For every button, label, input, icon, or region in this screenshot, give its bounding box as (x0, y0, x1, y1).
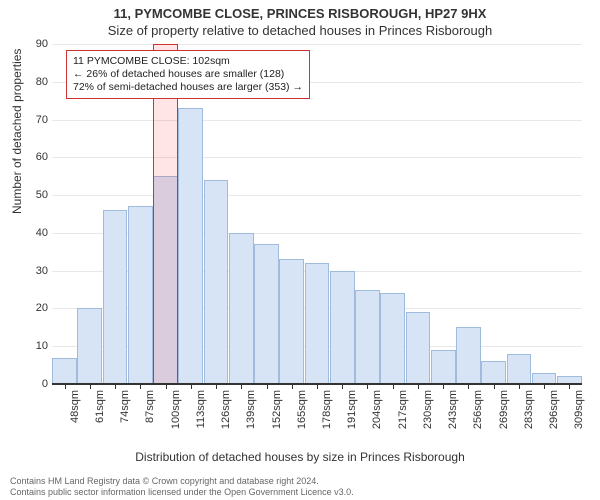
x-axis-label: Distribution of detached houses by size … (0, 450, 600, 464)
xtick-label: 217sqm (397, 390, 409, 429)
footer-line-1: Contains HM Land Registry data © Crown c… (10, 476, 600, 487)
ytick-label: 20 (4, 302, 48, 314)
xtick (241, 384, 242, 389)
bar (481, 361, 506, 384)
xtick (166, 384, 167, 389)
ytick-label: 50 (4, 189, 48, 201)
xtick-label: 152sqm (271, 390, 283, 429)
xtick (267, 384, 268, 389)
page-subtitle: Size of property relative to detached ho… (0, 21, 600, 38)
bar (128, 206, 153, 384)
xtick (317, 384, 318, 389)
annotation-line-1: 11 PYMCOMBE CLOSE: 102sqm (73, 55, 303, 68)
xtick-label: 48sqm (69, 390, 81, 423)
xtick (393, 384, 394, 389)
ytick-label: 40 (4, 227, 48, 239)
xtick-label: 126sqm (220, 390, 232, 429)
xtick (519, 384, 520, 389)
xtick-label: 243sqm (447, 390, 459, 429)
bar (52, 358, 77, 384)
xtick (443, 384, 444, 389)
ytick-label: 90 (4, 38, 48, 50)
xtick-label: 165sqm (296, 390, 308, 429)
xtick-label: 74sqm (119, 390, 131, 423)
ytick-label: 70 (4, 114, 48, 126)
xtick-label: 256sqm (472, 390, 484, 429)
xtick (216, 384, 217, 389)
footer-text: Contains HM Land Registry data © Crown c… (0, 476, 600, 499)
bar (406, 312, 431, 384)
xtick (90, 384, 91, 389)
xtick-label: 87sqm (144, 390, 156, 423)
xtick (292, 384, 293, 389)
bar (431, 350, 456, 384)
annotation-line-2: ← 26% of detached houses are smaller (12… (73, 68, 303, 81)
xtick-label: 113sqm (195, 390, 207, 428)
ytick-label: 0 (4, 378, 48, 390)
xtick (494, 384, 495, 389)
bar (305, 263, 330, 384)
bar (507, 354, 532, 384)
xtick-label: 309sqm (573, 390, 585, 429)
xtick (342, 384, 343, 389)
xtick-label: 191sqm (346, 390, 358, 429)
xtick (115, 384, 116, 389)
xtick-label: 296sqm (548, 390, 560, 429)
ytick-label: 30 (4, 265, 48, 277)
xtick (569, 384, 570, 389)
ytick-label: 60 (4, 151, 48, 163)
xtick (140, 384, 141, 389)
bar (380, 293, 405, 384)
bar (204, 180, 229, 384)
annotation-box: 11 PYMCOMBE CLOSE: 102sqm ← 26% of detac… (66, 50, 310, 99)
xtick-label: 269sqm (498, 390, 510, 429)
xtick-label: 230sqm (422, 390, 434, 429)
bar (355, 290, 380, 384)
bar (178, 108, 203, 384)
xtick-label: 204sqm (371, 390, 383, 429)
chart-plot-area: 48sqm61sqm74sqm87sqm100sqm113sqm126sqm13… (52, 44, 582, 384)
xtick-label: 61sqm (94, 390, 106, 423)
bar (103, 210, 128, 384)
page-title: 11, PYMCOMBE CLOSE, PRINCES RISBOROUGH, … (0, 0, 600, 21)
ytick-label: 10 (4, 340, 48, 352)
xtick (418, 384, 419, 389)
xtick (468, 384, 469, 389)
xtick-label: 178sqm (321, 390, 333, 429)
xtick (191, 384, 192, 389)
bar (330, 271, 355, 384)
footer-line-2: Contains public sector information licen… (10, 487, 600, 498)
xtick-label: 283sqm (523, 390, 535, 429)
xtick (544, 384, 545, 389)
x-axis: 48sqm61sqm74sqm87sqm100sqm113sqm126sqm13… (52, 383, 582, 384)
bar (279, 259, 304, 384)
xtick (367, 384, 368, 389)
xtick-label: 139sqm (245, 390, 257, 429)
annotation-line-3: 72% of semi-detached houses are larger (… (73, 81, 303, 94)
ytick-label: 80 (4, 76, 48, 88)
xtick-label: 100sqm (170, 390, 182, 429)
bar (254, 244, 279, 384)
bar (77, 308, 102, 384)
xtick (65, 384, 66, 389)
bar (229, 233, 254, 384)
bar (456, 327, 481, 384)
